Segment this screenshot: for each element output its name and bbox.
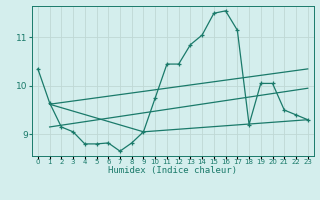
X-axis label: Humidex (Indice chaleur): Humidex (Indice chaleur): [108, 166, 237, 175]
